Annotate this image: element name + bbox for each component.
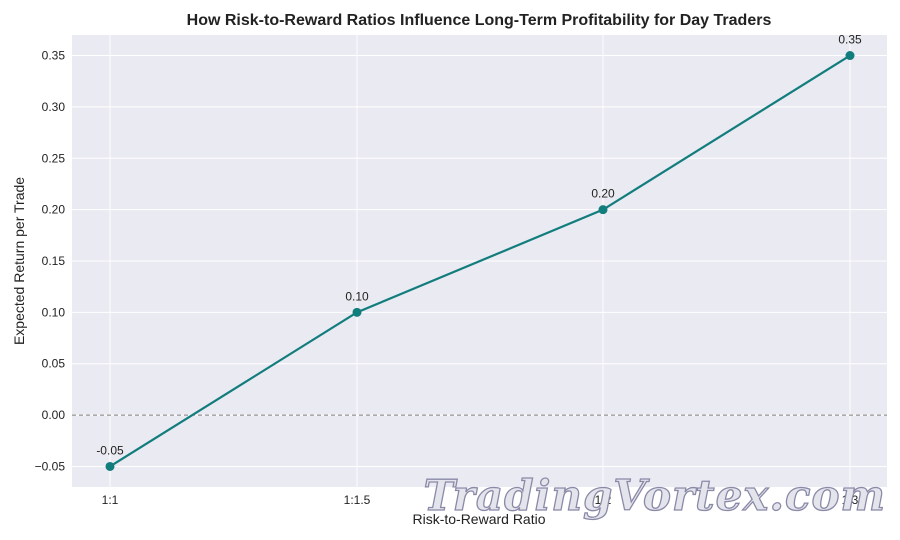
- x-tick-label: 1:1.5: [344, 493, 371, 507]
- data-point-label: 0.20: [591, 187, 615, 201]
- y-tick-label: 0.15: [42, 254, 66, 268]
- data-labels: -0.05 0.10 0.20 0.35: [96, 33, 862, 458]
- y-tick-label: 0.25: [42, 151, 66, 165]
- y-tick-label: 0.10: [42, 305, 66, 319]
- x-axis-ticks: 1:1 1:1.5 1:2 1:3: [102, 493, 859, 507]
- y-axis-ticks: −0.05 0.00 0.05 0.10 0.15 0.20 0.25 0.30 0.35: [35, 49, 66, 474]
- y-tick-label: −0.05: [35, 459, 66, 473]
- y-tick-label: 0.30: [42, 100, 66, 114]
- x-tick-label: 1:3: [842, 493, 859, 507]
- data-point-marker: [845, 51, 855, 61]
- data-point-label: 0.10: [345, 289, 369, 303]
- data-point-label: 0.35: [838, 33, 862, 47]
- x-tick-label: 1:1: [102, 493, 119, 507]
- y-tick-label: 0.00: [42, 408, 66, 422]
- y-axis-label: Expected Return per Trade: [11, 177, 27, 345]
- watermark: TradingVortex.com: [424, 471, 886, 520]
- data-point-marker: [105, 461, 115, 471]
- x-tick-label: 1:2: [595, 493, 612, 507]
- series-line: [109, 54, 851, 468]
- series-line-group: [105, 51, 855, 471]
- y-tick-label: 0.20: [42, 203, 66, 217]
- data-point-marker: [352, 307, 362, 317]
- data-point-marker: [598, 205, 608, 215]
- data-point-label: -0.05: [96, 443, 124, 457]
- x-axis-label: Risk-to-Reward Ratio: [412, 511, 545, 527]
- chart-title: How Risk-to-Reward Ratios Influence Long…: [187, 12, 772, 29]
- y-tick-label: 0.05: [42, 357, 66, 371]
- y-tick-label: 0.35: [42, 49, 66, 63]
